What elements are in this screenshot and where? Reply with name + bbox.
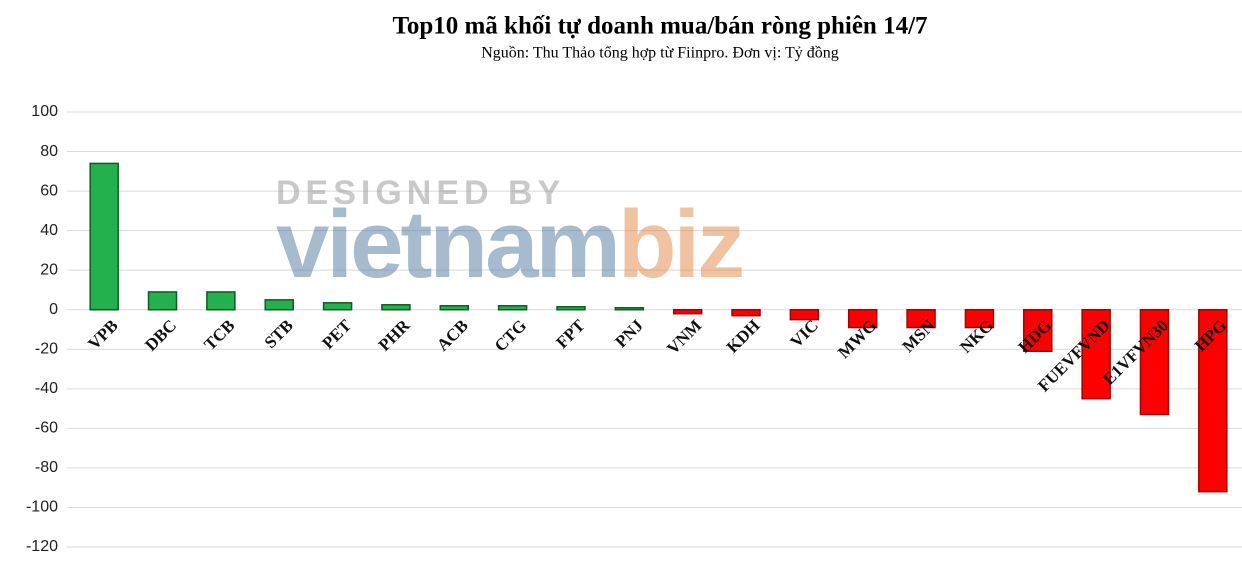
watermark-name-main: vietnam xyxy=(276,191,618,298)
y-tick-label: -60 xyxy=(35,420,58,437)
bar xyxy=(206,291,236,311)
bar xyxy=(439,305,470,311)
bar xyxy=(906,308,936,329)
grid: -120 -100 -80 -60 -40 -20 0 20 40 60 80 100 xyxy=(26,103,1242,555)
y-tick-label: -100 xyxy=(26,499,58,516)
y-tick-label: 60 xyxy=(40,182,58,199)
bar xyxy=(1139,308,1170,416)
y-tick-label: 80 xyxy=(40,143,58,160)
y-tick-label: 20 xyxy=(40,261,58,278)
y-tick-label: -40 xyxy=(35,380,58,397)
watermark: DESIGNED BY vietnambiz xyxy=(276,174,745,298)
bar xyxy=(847,308,878,329)
bar xyxy=(964,308,995,329)
bar xyxy=(89,162,119,311)
bar xyxy=(789,308,820,321)
bar xyxy=(1023,308,1053,352)
bar xyxy=(1081,308,1111,400)
y-tick-label: 100 xyxy=(31,103,58,120)
bar xyxy=(264,299,294,311)
bar xyxy=(556,306,586,311)
y-tick-label: 40 xyxy=(40,222,58,239)
watermark-tagline: DESIGNED BY xyxy=(276,174,565,212)
y-tick-label: -80 xyxy=(35,459,58,476)
chart-title: Top10 mã khối tự doanh mua/bán ròng phiê… xyxy=(392,13,927,40)
y-tick-label: -20 xyxy=(35,340,58,357)
bar xyxy=(672,308,703,315)
bar xyxy=(731,308,761,317)
chart-subtitle: Nguồn: Thu Thảo tổng hợp từ Fiinpro. Đơn… xyxy=(481,45,839,62)
bar xyxy=(147,291,178,311)
bar xyxy=(322,302,353,311)
y-tick-label: 0 xyxy=(49,301,58,318)
y-tick-label: -120 xyxy=(26,538,58,555)
watermark-name: vietnambiz xyxy=(276,191,742,298)
bar xyxy=(381,304,411,311)
bar xyxy=(1198,308,1228,493)
watermark-name-accent: biz xyxy=(618,191,742,298)
bar xyxy=(497,305,528,311)
bar xyxy=(614,307,645,311)
